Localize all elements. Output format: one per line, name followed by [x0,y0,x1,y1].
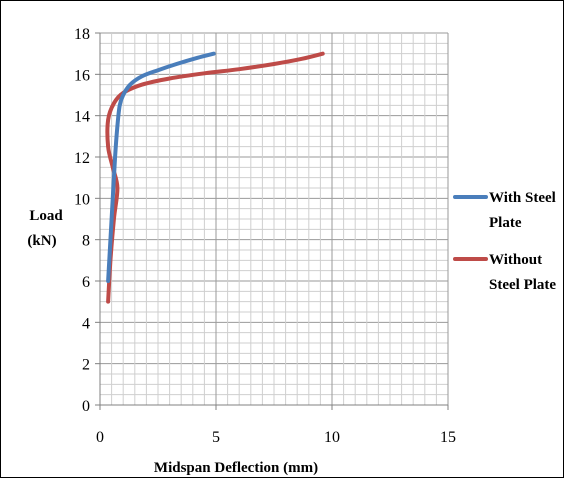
x-tick-label: 10 [324,429,340,446]
legend-label-with-steel-plate-line-2: Plate [489,215,522,231]
legend-label-without-steel-plate-line-2: Steel Plate [489,277,556,293]
axes [95,33,448,410]
y-tick-label: 16 [74,67,90,84]
legend-label-with-steel-plate-line-1: With Steel [489,190,556,206]
y-axis-title-line-1: Load [29,208,63,224]
x-tick-label: 15 [440,429,456,446]
x-tick-label: 0 [96,429,104,446]
y-tick-label: 6 [82,274,90,291]
y-tick-label: 8 [82,233,90,250]
series-line-with-steel-plate [106,51,216,283]
series-lines [105,51,325,304]
y-tick-label: 0 [82,398,90,415]
y-tick-label: 10 [74,191,90,208]
series-line-without-steel-plate [105,51,325,304]
y-tick-label: 14 [74,109,90,126]
x-axis-title: Midspan Deflection (mm) [154,460,318,476]
legend: With Steel Plate Without Steel Plate [453,190,556,293]
legend-label-without-steel-plate-line-1: Without [489,252,542,268]
x-tick-label: 5 [212,429,220,446]
x-tick-labels: 0 5 10 15 [96,405,456,446]
y-tick-label: 2 [82,357,90,374]
y-tick-label: 12 [74,150,90,167]
y-tick-labels: 0 2 4 6 8 10 12 14 16 18 [74,26,100,415]
y-tick-label: 18 [74,26,90,43]
grid [99,32,449,406]
y-tick-label: 4 [82,315,90,332]
y-axis-title-line-2: (kN) [27,233,56,249]
